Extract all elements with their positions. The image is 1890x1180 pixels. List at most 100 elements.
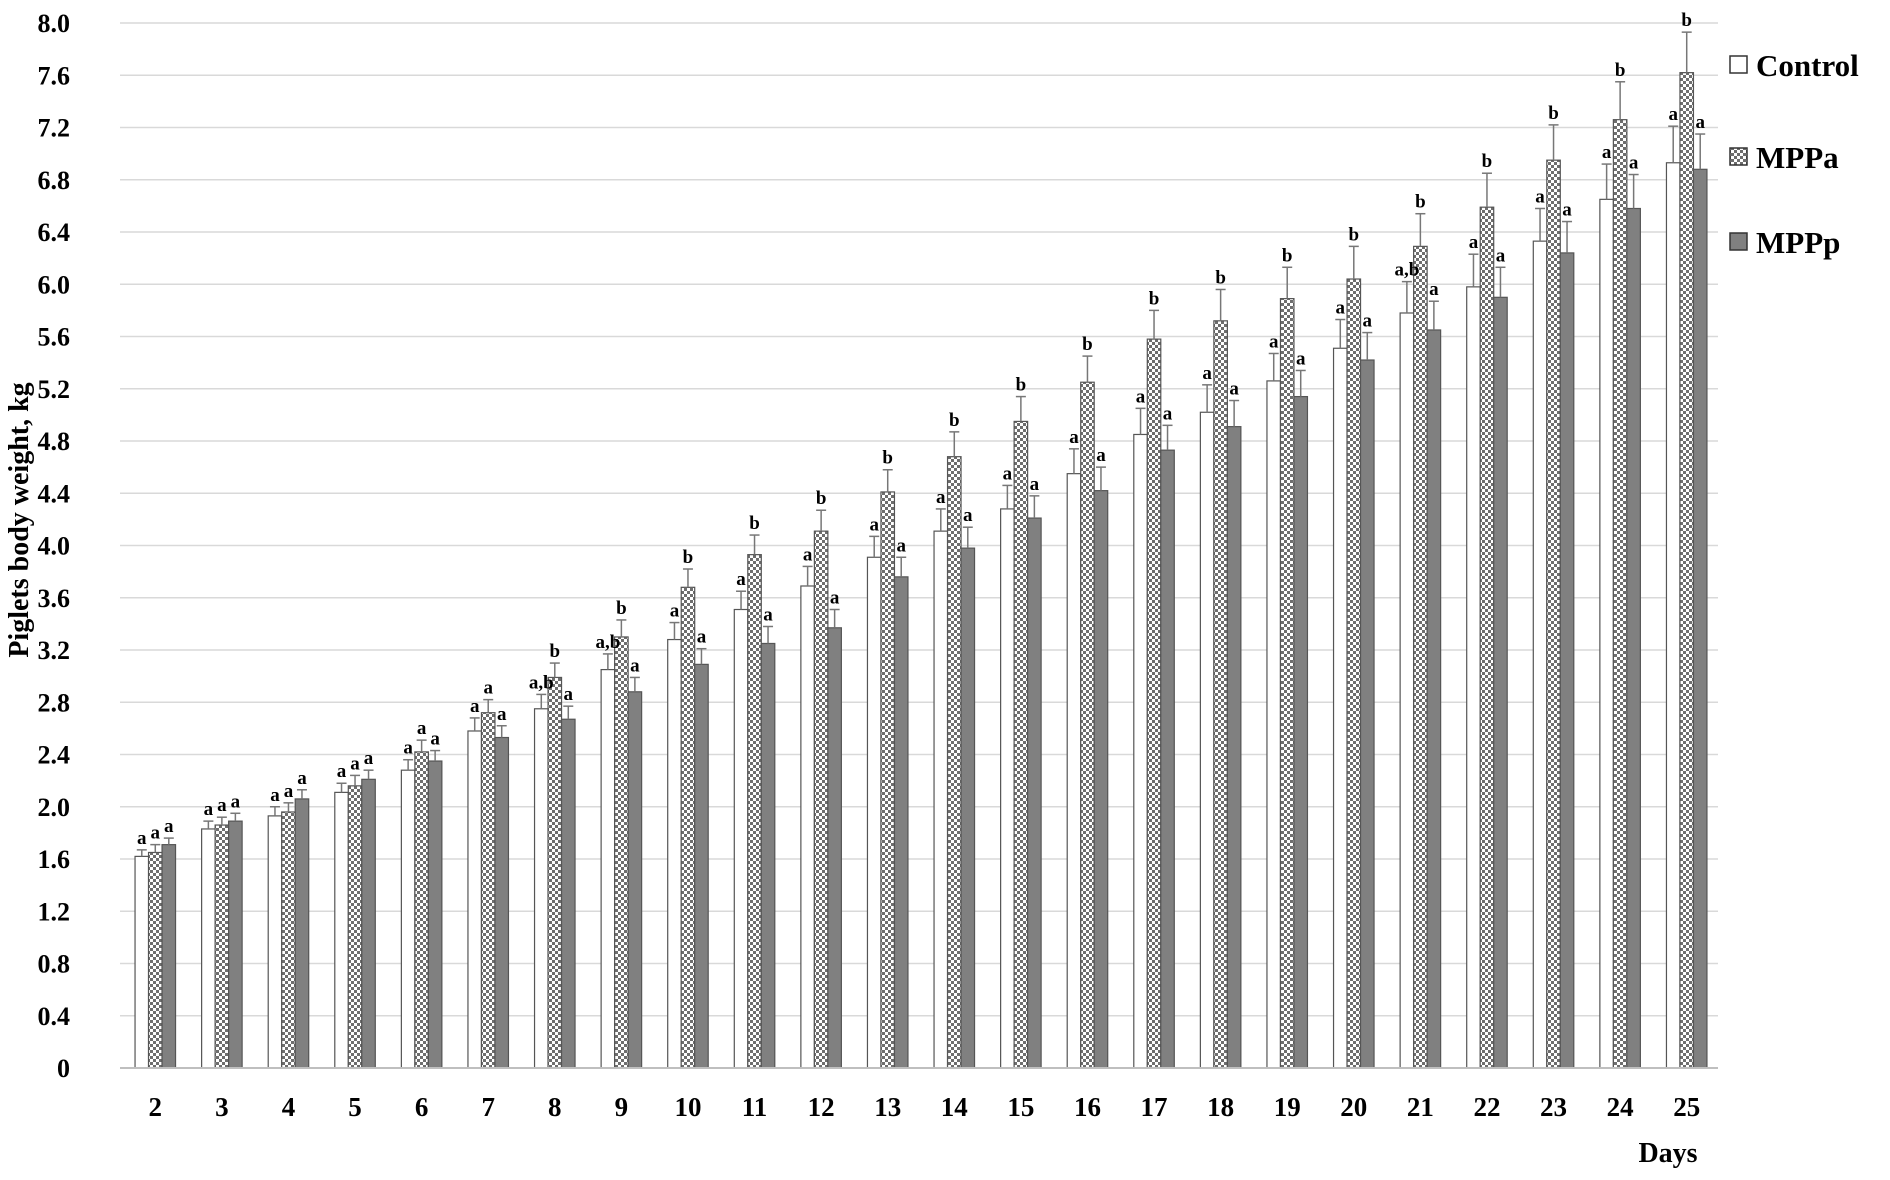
bar-mppp-day-20 <box>1359 359 1375 1069</box>
bar-mppp-day-13 <box>893 576 909 1069</box>
bar-mppp-day-23 <box>1559 252 1575 1069</box>
y-axis-label: Piglets body weight, kg <box>4 382 35 657</box>
y-tick-label: 2.0 <box>38 793 71 822</box>
bar-control-day-16 <box>1066 473 1082 1069</box>
x-tick-label: 19 <box>1274 1092 1301 1122</box>
significance-label: b <box>1415 192 1426 213</box>
legend-swatch-mppp <box>1729 232 1748 251</box>
bar-mppp-day-15 <box>1027 517 1042 1069</box>
legend-swatch-control <box>1729 55 1748 74</box>
x-tick-label: 18 <box>1207 1092 1234 1122</box>
bar-control-day-21 <box>1399 312 1415 1069</box>
significance-label: a <box>470 696 480 717</box>
bar-control-day-7 <box>467 730 483 1069</box>
significance-label: a <box>963 505 973 526</box>
x-axis-label: Days <box>1638 1138 1697 1169</box>
x-tick-label: 24 <box>1607 1092 1634 1122</box>
bar-mppa-day-6 <box>414 751 429 1069</box>
significance-label: b <box>1548 103 1559 124</box>
significance-label: a <box>869 514 879 535</box>
bar-mppp-day-11 <box>760 642 776 1069</box>
x-tick-label: 3 <box>215 1092 229 1122</box>
bar-mppa-day-23 <box>1546 159 1561 1069</box>
y-tick-label: 4.4 <box>38 479 71 508</box>
significance-label: a <box>137 828 147 849</box>
significance-label: a,b <box>1394 260 1419 281</box>
significance-label: a <box>403 738 413 759</box>
significance-label: a <box>1030 474 1040 495</box>
x-tick-label: 17 <box>1141 1092 1168 1122</box>
x-tick-label: 15 <box>1007 1092 1034 1122</box>
bar-mppa-day-20 <box>1346 278 1362 1069</box>
gridlines <box>120 22 1718 1017</box>
bar-control-day-3 <box>201 828 216 1069</box>
y-tick-label: 0 <box>57 1054 70 1083</box>
bar-control-day-24 <box>1599 198 1614 1069</box>
bar-control-day-8 <box>533 708 549 1069</box>
significance-label: a <box>1695 112 1705 133</box>
bar-mppp-day-12 <box>827 627 842 1069</box>
significance-label: a <box>364 748 374 769</box>
significance-label: a <box>1363 311 1373 332</box>
significance-label: a <box>204 799 214 820</box>
y-tick-label: 4.0 <box>38 532 71 561</box>
x-tick-label: 4 <box>282 1092 296 1122</box>
bar-control-day-6 <box>400 769 416 1069</box>
bar-mppa-day-13 <box>880 491 896 1069</box>
y-tick-label: 2.8 <box>38 688 71 717</box>
y-tick-label: 0.8 <box>38 950 71 979</box>
bar-mppa-day-22 <box>1479 206 1495 1069</box>
bar-control-day-9 <box>600 668 616 1069</box>
bar-control-day-17 <box>1133 433 1148 1069</box>
significance-label: a <box>217 795 227 816</box>
y-tick-label: 5.2 <box>38 375 71 404</box>
bar-control-day-12 <box>800 585 815 1069</box>
legend-label-mppa: MPPa <box>1756 140 1839 175</box>
y-tick-label: 3.6 <box>38 584 71 613</box>
bar-control-day-13 <box>866 556 882 1069</box>
bar-control-day-10 <box>667 638 682 1069</box>
bar-mppp-day-19 <box>1293 395 1309 1069</box>
x-tick-label: 25 <box>1673 1092 1700 1122</box>
significance-label: a <box>1202 363 1212 384</box>
bar-mppa-day-8 <box>547 676 563 1069</box>
significance-label: a,b <box>595 632 620 653</box>
significance-label: a <box>430 729 440 750</box>
bar-mppp-day-8 <box>560 718 576 1069</box>
bar-mppa-day-2 <box>147 851 163 1069</box>
bar-mppa-day-7 <box>480 712 496 1069</box>
x-tick-label: 13 <box>874 1092 901 1122</box>
significance-label: b <box>1149 288 1160 309</box>
bars <box>134 31 1708 1069</box>
significance-label: a <box>1096 445 1106 466</box>
significance-label: a <box>497 704 507 725</box>
significance-label: b <box>749 513 760 534</box>
significance-label: a <box>1496 245 1506 266</box>
bar-mppp-day-14 <box>960 547 976 1069</box>
significance-label: b <box>1282 245 1293 266</box>
bar-mppp-day-2 <box>161 844 177 1069</box>
significance-label: a <box>896 535 906 556</box>
significance-label: a <box>284 781 294 802</box>
bar-control-day-18 <box>1199 411 1215 1069</box>
y-tick-label: 7.6 <box>38 61 71 90</box>
bar-control-day-23 <box>1532 240 1548 1069</box>
x-tick-label: 23 <box>1540 1092 1567 1122</box>
significance-label: a <box>1535 186 1545 207</box>
significance-label: b <box>1482 151 1493 172</box>
significance-label: b <box>816 488 827 509</box>
bar-mppa-day-12 <box>813 530 829 1069</box>
bar-mppp-day-9 <box>627 691 643 1069</box>
significance-label: a <box>164 816 174 837</box>
significance-labels: a a aa a a a aa a a a aa aaaaa,bbaa,bbaabaabaabaaba… <box>137 10 1705 849</box>
bar-mppp-day-4 <box>294 798 310 1069</box>
significance-label: a <box>1602 142 1612 163</box>
significance-label: a <box>151 823 161 844</box>
significance-label: a <box>936 487 946 508</box>
bar-control-day-11 <box>733 608 749 1069</box>
x-tick-label: 7 <box>481 1092 495 1122</box>
significance-label: a <box>1136 386 1146 407</box>
bar-mppp-day-6 <box>427 760 443 1069</box>
x-tick-label: 22 <box>1473 1092 1500 1122</box>
significance-label: b <box>616 598 627 619</box>
